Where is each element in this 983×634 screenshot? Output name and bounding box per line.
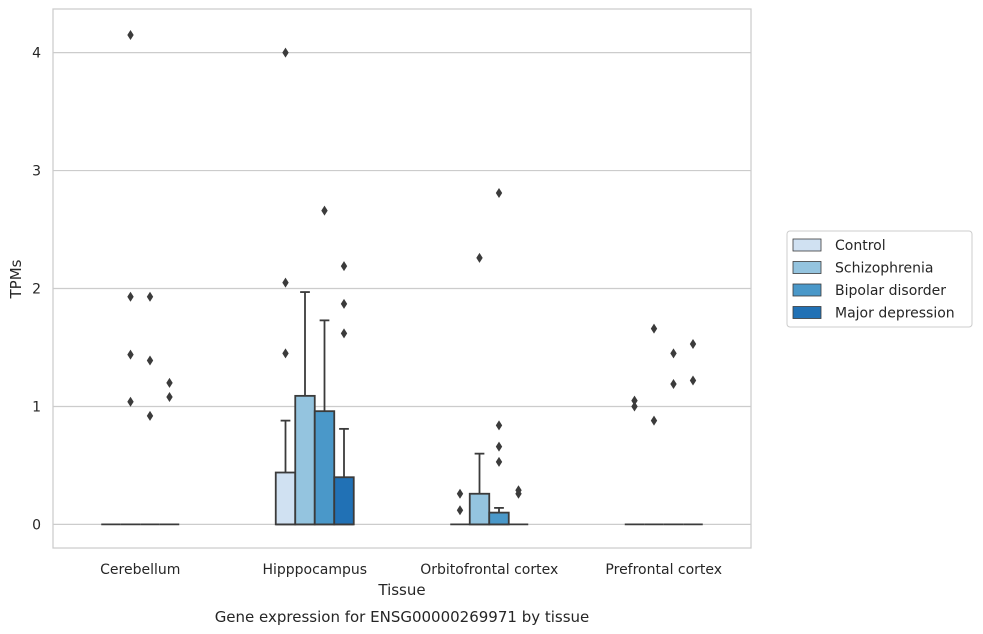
- outlier-point: [282, 348, 289, 359]
- outlier-point: [127, 291, 134, 302]
- outlier-point: [689, 338, 697, 349]
- outlier-point: [282, 277, 289, 288]
- legend-label: Major depression: [835, 306, 955, 322]
- plot-background: [53, 9, 751, 548]
- outlier-point: [515, 485, 522, 496]
- outlier-point: [631, 401, 638, 412]
- outlier-point: [650, 415, 658, 426]
- plot-marks: [101, 29, 703, 526]
- box-group: [508, 485, 529, 526]
- box-group: [468, 252, 491, 526]
- outlier-point: [340, 298, 348, 309]
- outlier-point: [495, 441, 503, 452]
- outlier-point: [127, 396, 134, 407]
- outlier-point: [340, 328, 348, 339]
- box-group: [488, 187, 510, 526]
- outlier-point: [476, 252, 483, 263]
- legend: Control Schizophrenia Bipolar disorder Majo…: [786, 230, 973, 328]
- outlier-point: [456, 488, 464, 499]
- legend-swatch: [792, 306, 822, 319]
- x-axis-ticks: Cerebellum Hipppocampus Orbitofrontal cort…: [100, 562, 722, 578]
- outlier-point: [146, 410, 154, 421]
- legend-label: Schizophrenia: [835, 261, 933, 277]
- outlier-point: [631, 395, 638, 406]
- x-tick-label: Prefrontal cortex: [605, 562, 722, 578]
- box-group: [624, 395, 645, 526]
- y-tick-label: 2: [32, 282, 41, 298]
- outlier-point: [146, 291, 154, 302]
- box: [468, 492, 491, 526]
- x-tick-label: Orbitofrontal cortex: [420, 562, 558, 578]
- box-group: [450, 488, 470, 526]
- outlier-point: [127, 349, 134, 360]
- box-group: [313, 205, 336, 526]
- outlier-point: [495, 420, 503, 431]
- box: [294, 394, 316, 526]
- outlier-point: [495, 187, 503, 198]
- outlier-point: [456, 505, 464, 516]
- box-group: [644, 323, 664, 526]
- y-tick-label: 4: [32, 46, 41, 62]
- x-axis-label: Tissue: [377, 581, 425, 599]
- outlier-point: [282, 47, 289, 58]
- legend-frame: [786, 230, 973, 328]
- outlier-point: [689, 375, 697, 386]
- outlier-point: [670, 348, 677, 359]
- plot-frame: [52, 8, 752, 549]
- box: [333, 476, 355, 526]
- legend-label: Control: [835, 238, 886, 254]
- box-group: [683, 338, 703, 526]
- legend-swatch: [792, 261, 822, 274]
- outlier-point: [166, 392, 173, 403]
- y-tick-label: 0: [32, 517, 41, 533]
- box-group: [140, 291, 160, 526]
- outlier-point: [127, 29, 134, 40]
- outlier-point: [670, 379, 677, 390]
- y-axis-ticks: 0 1 2 3 4: [32, 46, 41, 534]
- y-axis-label: TPMs: [7, 259, 25, 299]
- y-tick-label: 1: [32, 399, 41, 415]
- box-group: [333, 261, 355, 526]
- y-tick-label: 3: [32, 164, 41, 180]
- box: [488, 511, 510, 526]
- box: [313, 410, 336, 526]
- outlier-point: [166, 377, 173, 388]
- legend-swatch: [792, 238, 822, 252]
- legend-swatch: [792, 283, 822, 297]
- box: [274, 471, 297, 526]
- box-group: [159, 377, 180, 526]
- outlier-point: [650, 323, 658, 334]
- x-tick-label: Hipppocampus: [262, 562, 367, 578]
- chart-title: Gene expression for ENSG00000269971 by t…: [215, 608, 590, 626]
- x-tick-label: Cerebellum: [100, 562, 180, 578]
- legend-label: Bipolar disorder: [835, 283, 946, 299]
- outlier-point: [495, 456, 503, 467]
- outlier-point: [340, 261, 348, 272]
- outlier-point: [146, 355, 154, 366]
- box-group: [663, 348, 684, 526]
- box-group: [120, 29, 141, 526]
- outlier-point: [321, 205, 328, 216]
